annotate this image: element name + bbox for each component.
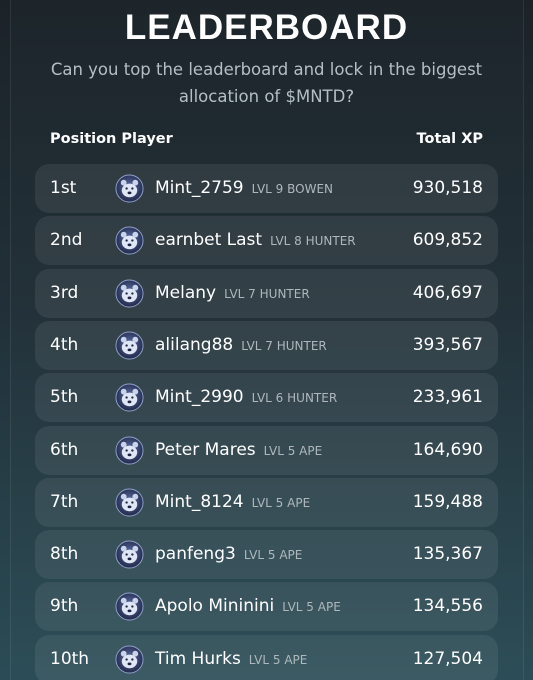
column-header: Position Player xyxy=(50,131,173,147)
avatar xyxy=(115,488,144,517)
position: 4th xyxy=(50,334,79,355)
subtitle: allocation of $MNTD? xyxy=(178,87,355,106)
total-xp: 127,504 xyxy=(412,648,483,669)
leaderboard-row: 2nd earnbet Last LVL 8 HUNTER 609,852 xyxy=(35,216,498,266)
avatar xyxy=(115,540,144,569)
position: 8th xyxy=(50,544,79,565)
avatar xyxy=(115,331,144,360)
total-xp: 134,556 xyxy=(412,596,483,617)
player-level: LVL 5 APE xyxy=(282,600,341,615)
avatar xyxy=(115,174,144,203)
leaderboard-row: 4th alilang88 LVL 7 HUNTER 393,567 xyxy=(35,320,498,371)
player-name: alilang88 xyxy=(155,334,234,355)
player-name: Melany xyxy=(155,282,217,303)
position: 10th xyxy=(50,648,90,669)
player-cell: Apolo Mininini LVL 5 APE xyxy=(155,582,341,632)
leaderboard-row: 10th Tim Hurks LVL 5 APE 127,504 xyxy=(35,634,498,680)
leaderboard-row: 9th Apolo Mininini LVL 5 APE 134,556 xyxy=(35,582,498,632)
total-xp: 930,518 xyxy=(412,178,483,198)
player-name: Mint_8124 xyxy=(155,491,244,512)
leaderboard-row: 1st Mint_2759 LVL 9 BOWEN 930,518 xyxy=(35,164,498,213)
total-xp: 233,961 xyxy=(412,387,483,408)
avatar xyxy=(115,435,144,465)
title: LEADERBOARD xyxy=(124,8,409,47)
position: 5th xyxy=(50,387,79,408)
player-cell: Peter Mares LVL 5 APE xyxy=(155,426,322,476)
position: 2nd xyxy=(50,230,83,251)
position: 9th xyxy=(50,596,79,617)
position: 3rd xyxy=(50,282,79,303)
player-name: earnbet Last xyxy=(155,230,263,251)
position: 6th xyxy=(50,439,79,460)
player-cell: earnbet Last LVL 8 HUNTER xyxy=(155,216,356,266)
leaderboard-row: 3rd Melany LVL 7 HUNTER 406,697 xyxy=(35,268,498,319)
position: 1st xyxy=(50,178,77,198)
player-level: LVL 5 APE xyxy=(263,443,323,458)
total-xp: 609,852 xyxy=(412,230,483,251)
player-level: LVL 5 APE xyxy=(251,495,311,510)
player-name: Apolo Mininini xyxy=(155,596,275,617)
subtitle: Can you top the leaderboard and lock in … xyxy=(50,60,483,79)
player-level: LVL 7 HUNTER xyxy=(224,286,310,301)
avatar xyxy=(115,226,144,255)
player-cell: Melany LVL 7 HUNTER xyxy=(155,269,310,319)
player-name: Mint_2990 xyxy=(155,387,244,408)
avatar xyxy=(115,279,144,308)
player-cell: Mint_2759 LVL 9 BOWEN xyxy=(155,164,333,214)
player-level: LVL 9 BOWEN xyxy=(251,182,334,196)
player-cell: Mint_8124 LVL 5 APE xyxy=(155,478,310,528)
total-xp: 164,690 xyxy=(412,439,483,460)
player-name: Mint_2759 xyxy=(155,178,244,198)
column-header: Total XP xyxy=(416,131,483,147)
total-xp: 135,367 xyxy=(412,544,483,565)
leaderboard-row: 5th Mint_2990 LVL 6 HUNTER 233,961 xyxy=(35,373,498,423)
player-cell: Tim Hurks LVL 5 APE xyxy=(155,635,307,680)
leaderboard-row: 6th Peter Mares LVL 5 APE 164,690 xyxy=(35,425,498,476)
avatar xyxy=(115,645,144,674)
player-cell: panfeng3 LVL 5 APE xyxy=(155,530,302,580)
player-cell: Mint_2990 LVL 6 HUNTER xyxy=(155,373,337,423)
total-xp: 406,697 xyxy=(412,282,483,303)
card xyxy=(10,0,524,680)
leaderboard-row: 7th Mint_8124 LVL 5 APE 159,488 xyxy=(35,477,498,528)
position: 7th xyxy=(50,491,79,512)
player-name: Peter Mares xyxy=(155,439,256,460)
player-level: LVL 5 APE xyxy=(248,652,308,667)
avatar xyxy=(115,592,144,621)
player-cell: alilang88 LVL 7 HUNTER xyxy=(155,321,327,371)
total-xp: 393,567 xyxy=(412,334,483,355)
player-level: LVL 7 HUNTER xyxy=(241,338,327,353)
avatar xyxy=(115,383,144,412)
player-level: LVL 8 HUNTER xyxy=(270,234,356,249)
player-level: LVL 6 HUNTER xyxy=(251,391,338,406)
player-name: Tim Hurks xyxy=(155,648,241,669)
total-xp: 159,488 xyxy=(412,491,483,512)
player-name: panfeng3 xyxy=(155,544,236,565)
player-level: LVL 5 APE xyxy=(243,548,303,563)
leaderboard-row: 8th panfeng3 LVL 5 APE 135,367 xyxy=(35,530,498,580)
